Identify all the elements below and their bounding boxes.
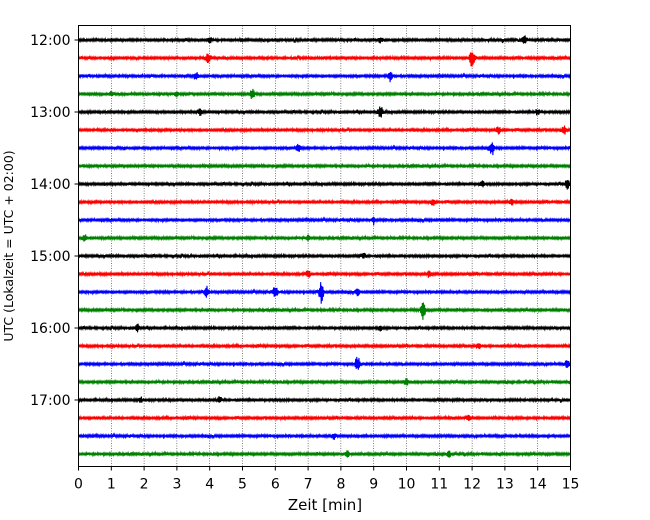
trace-1230 — [77, 71, 572, 83]
x-tick-label: 2 — [140, 477, 149, 493]
x-tick-label: 9 — [369, 477, 378, 493]
trace-1615 — [77, 342, 572, 350]
trace-1445 — [77, 234, 572, 242]
y-tick-label: 16:00 — [30, 321, 70, 337]
y-axis: 12:00 13:00 14:00 15:00 16:00 17:00 — [30, 33, 79, 409]
y-axis-label: UTC (Lokalzeit = UTC + 02:00) — [1, 150, 16, 341]
x-tick-label: 14 — [529, 477, 547, 493]
trace-1530 — [77, 282, 572, 304]
trace-1200 — [77, 35, 572, 44]
trace-1715 — [77, 414, 572, 422]
y-tick-label: 13:00 — [30, 105, 70, 121]
trace-1600 — [77, 323, 572, 333]
trace-1330 — [77, 142, 572, 156]
trace-1630 — [77, 356, 572, 370]
x-tick-label: 1 — [107, 477, 116, 493]
plot-frame — [78, 25, 571, 467]
x-tick-label: 12 — [463, 477, 481, 493]
x-tick-label: 15 — [562, 477, 580, 493]
trace-1515 — [77, 270, 572, 278]
grid-lines — [111, 25, 538, 467]
trace-1415 — [77, 198, 572, 206]
trace-1545 — [77, 302, 572, 320]
trace-1315 — [77, 125, 572, 135]
x-tick-label: 3 — [172, 477, 181, 493]
x-axis-label: Zeit [min] — [288, 496, 362, 514]
x-axis: 0 1 2 3 4 5 6 7 8 9 10 11 12 13 14 15 — [74, 466, 580, 493]
y-tick-label: 17:00 — [30, 393, 70, 409]
trace-1730 — [77, 432, 572, 440]
trace-1300 — [77, 106, 572, 118]
trace-1745 — [77, 450, 571, 458]
x-tick-label: 5 — [238, 477, 247, 493]
trace-1500 — [77, 252, 572, 260]
x-tick-label: 6 — [271, 477, 280, 493]
y-tick-label: 14:00 — [30, 177, 70, 193]
trace-1345 — [77, 162, 572, 170]
trace-1400 — [77, 180, 572, 190]
x-tick-label: 13 — [496, 477, 514, 493]
x-tick-label: 11 — [430, 477, 448, 493]
trace-1700 — [77, 396, 572, 404]
x-tick-label: 8 — [336, 477, 345, 493]
x-tick-label: 4 — [205, 477, 214, 493]
x-tick-label: 10 — [398, 477, 416, 493]
trace-group — [77, 35, 572, 458]
trace-1245 — [77, 88, 572, 99]
x-tick-label: 0 — [74, 477, 83, 493]
y-tick-label: 15:00 — [30, 249, 70, 265]
trace-1645 — [77, 378, 572, 386]
trace-1215 — [77, 52, 572, 67]
x-tick-label: 7 — [304, 477, 313, 493]
y-tick-label: 12:00 — [30, 33, 70, 49]
trace-1430 — [77, 216, 572, 226]
